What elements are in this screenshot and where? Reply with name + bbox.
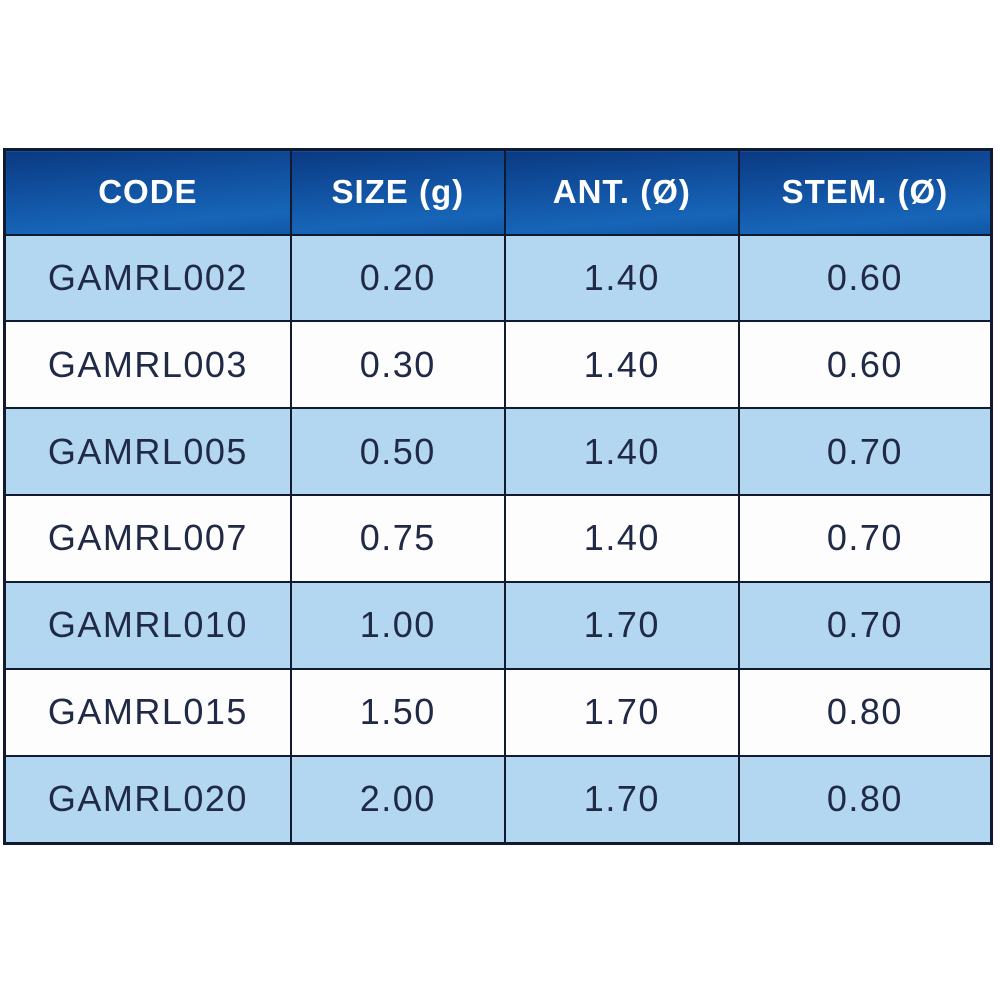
cell-ant: 1.40 — [503, 320, 740, 410]
cell-ant: 1.40 — [503, 494, 740, 583]
cell-stem: 0.70 — [737, 580, 993, 670]
cell-code: GAMRL005 — [3, 407, 292, 497]
cell-size: 0.50 — [289, 407, 506, 497]
cell-ant: 1.40 — [503, 233, 740, 323]
header-cell-stem: STEM. (Ø) — [737, 148, 993, 236]
cell-size: 1.50 — [289, 667, 506, 757]
cell-size: 0.75 — [289, 494, 506, 583]
cell-code: GAMRL007 — [3, 494, 292, 583]
cell-stem: 0.80 — [737, 754, 993, 845]
cell-size: 0.20 — [289, 233, 506, 323]
header-cell-code: CODE — [3, 148, 292, 236]
cell-code: GAMRL015 — [3, 667, 292, 757]
cell-code: GAMRL002 — [3, 233, 292, 323]
spec-table: CODE SIZE (g) ANT. (Ø) STEM. (Ø) GAMRL00… — [3, 148, 993, 845]
cell-stem: 0.80 — [737, 667, 993, 757]
header-cell-size: SIZE (g) — [289, 148, 506, 236]
table-row: GAMRL010 1.00 1.70 0.70 — [3, 580, 993, 670]
cell-ant: 1.70 — [503, 580, 740, 670]
cell-size: 1.00 — [289, 580, 506, 670]
cell-code: GAMRL010 — [3, 580, 292, 670]
table-row: GAMRL020 2.00 1.70 0.80 — [3, 754, 993, 845]
header-row: CODE SIZE (g) ANT. (Ø) STEM. (Ø) — [3, 148, 993, 236]
table-row: GAMRL015 1.50 1.70 0.80 — [3, 667, 993, 757]
table-row: GAMRL007 0.75 1.40 0.70 — [3, 494, 993, 583]
cell-ant: 1.70 — [503, 754, 740, 845]
cell-size: 2.00 — [289, 754, 506, 845]
cell-code: GAMRL020 — [3, 754, 292, 845]
cell-ant: 1.70 — [503, 667, 740, 757]
header-cell-ant: ANT. (Ø) — [503, 148, 740, 236]
table-row: GAMRL005 0.50 1.40 0.70 — [3, 407, 993, 497]
cell-stem: 0.60 — [737, 320, 993, 410]
table-row: GAMRL002 0.20 1.40 0.60 — [3, 233, 993, 323]
cell-stem: 0.70 — [737, 494, 993, 583]
cell-stem: 0.70 — [737, 407, 993, 497]
cell-ant: 1.40 — [503, 407, 740, 497]
cell-stem: 0.60 — [737, 233, 993, 323]
cell-size: 0.30 — [289, 320, 506, 410]
cell-code: GAMRL003 — [3, 320, 292, 410]
table-row: GAMRL003 0.30 1.40 0.60 — [3, 320, 993, 410]
